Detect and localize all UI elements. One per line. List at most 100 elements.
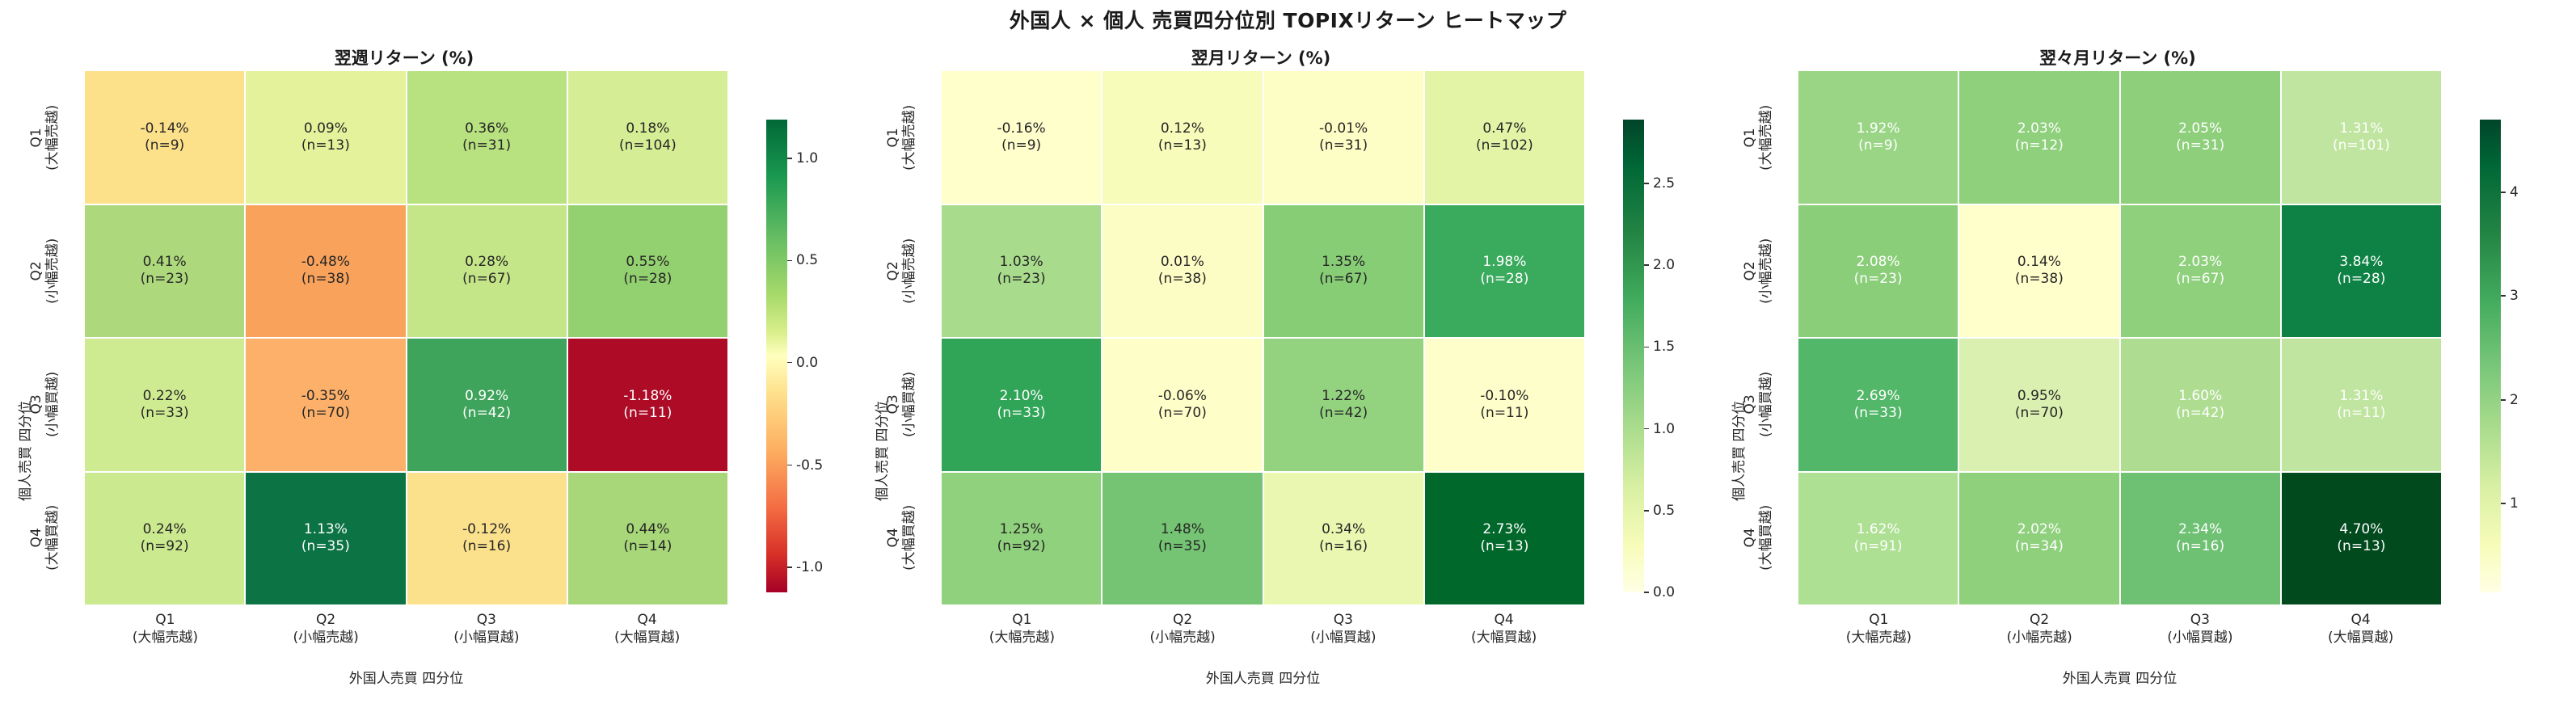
y-tick-sub: (小幅買越) bbox=[901, 371, 918, 438]
heatmap-cell[interactable]: 1.03% (n=23) bbox=[942, 204, 1102, 337]
heatmap-cell[interactable]: 2.73% (n=13) bbox=[1424, 472, 1584, 604]
y-tick-label: Q2 (小幅売越) bbox=[16, 204, 85, 338]
heatmap-cell[interactable]: 1.48% (n=35) bbox=[1102, 472, 1263, 604]
heatmap-cell[interactable]: 0.12% (n=13) bbox=[1102, 71, 1263, 204]
colorbar-tick: 2.0 bbox=[1644, 257, 1675, 273]
cell-value: 1.62% bbox=[1856, 521, 1900, 537]
cell-value: 0.22% bbox=[142, 387, 187, 404]
heatmap-cell[interactable]: 2.02% (n=34) bbox=[1959, 472, 2119, 604]
tick-dash-icon bbox=[787, 566, 792, 568]
colorbar-tick: 0.0 bbox=[787, 355, 818, 371]
heatmap-cell[interactable]: 2.03% (n=67) bbox=[2120, 204, 2280, 337]
heatmap-cell[interactable]: 0.41% (n=23) bbox=[85, 204, 245, 337]
heatmap-cell[interactable]: 0.24% (n=92) bbox=[85, 472, 245, 604]
heatmap-cell[interactable]: 0.18% (n=104) bbox=[567, 71, 727, 204]
tick-text: -0.5 bbox=[796, 457, 824, 474]
y-tick-label: Q4 (大幅買越) bbox=[16, 471, 85, 604]
heatmap-cell[interactable]: 1.35% (n=67) bbox=[1263, 204, 1423, 337]
x-tick-sub: (大幅売越) bbox=[1845, 630, 1912, 647]
heatmap-cell[interactable]: -0.14% (n=9) bbox=[85, 71, 245, 204]
colorbar-tick: 1.0 bbox=[787, 150, 818, 166]
cell-value: -0.01% bbox=[1319, 120, 1368, 137]
heatmap-cell[interactable]: 2.34% (n=16) bbox=[2120, 472, 2280, 604]
colorbar-tick: 1.5 bbox=[1644, 339, 1675, 355]
cell-value: 2.05% bbox=[2178, 120, 2223, 137]
y-tick-labels: Q1 (大幅売越) Q2 (小幅売越) Q3 (小幅買越) Q4 (大幅買越) bbox=[16, 71, 85, 604]
heatmap-cell[interactable]: 0.95% (n=70) bbox=[1959, 339, 2119, 471]
heatmap-cell[interactable]: 0.34% (n=16) bbox=[1263, 472, 1423, 604]
tick-dash-icon bbox=[1644, 183, 1649, 184]
colorbar-tick: 1 bbox=[2501, 495, 2519, 512]
tick-dash-icon bbox=[787, 259, 792, 262]
y-tick-sub: (大幅売越) bbox=[44, 104, 61, 171]
heatmap-cell[interactable]: 0.44% (n=14) bbox=[567, 472, 727, 604]
cell-value: 1.03% bbox=[999, 254, 1043, 270]
heatmap-cell[interactable]: 2.03% (n=12) bbox=[1959, 71, 2119, 204]
heatmap-cell[interactable]: 1.13% (n=35) bbox=[246, 472, 406, 604]
cell-count: (n=92) bbox=[997, 538, 1046, 555]
heatmap-cell[interactable]: 0.28% (n=67) bbox=[407, 204, 567, 337]
heatmap-cell[interactable]: -0.35% (n=70) bbox=[246, 339, 406, 471]
tick-text: 1.0 bbox=[796, 150, 819, 166]
y-tick-sub: (大幅売越) bbox=[1758, 104, 1775, 171]
y-tick-sub: (小幅買越) bbox=[44, 371, 61, 438]
tick-dash-icon bbox=[1644, 346, 1649, 348]
heatmap-cell[interactable]: 0.36% (n=31) bbox=[407, 71, 567, 204]
panel-title: 翌週リターン (%) bbox=[334, 48, 474, 68]
x-axis-title: 外国人売買 四分位 bbox=[348, 671, 464, 687]
heatmap-cell[interactable]: 2.05% (n=31) bbox=[2120, 71, 2280, 204]
heatmap-cell[interactable]: 1.92% (n=9) bbox=[1798, 71, 1958, 204]
cell-value: 0.18% bbox=[626, 120, 670, 137]
cell-value: -0.48% bbox=[301, 254, 350, 270]
cell-value: 3.84% bbox=[2339, 254, 2384, 270]
heatmap-cell[interactable]: 4.70% (n=13) bbox=[2281, 472, 2441, 604]
heatmap-cell[interactable]: 0.14% (n=38) bbox=[1959, 204, 2119, 337]
heatmap-cell[interactable]: -0.48% (n=38) bbox=[246, 204, 406, 337]
heatmap-cell[interactable]: 1.22% (n=42) bbox=[1263, 339, 1423, 471]
cell-count: (n=33) bbox=[1853, 404, 1903, 421]
heatmap-cell[interactable]: 2.08% (n=23) bbox=[1798, 204, 1958, 337]
heatmap-cell[interactable]: 1.62% (n=91) bbox=[1798, 472, 1958, 604]
heatmap-cell[interactable]: 1.98% (n=28) bbox=[1424, 204, 1584, 337]
heatmap-cell[interactable]: 0.55% (n=28) bbox=[567, 204, 727, 337]
cell-value: 2.03% bbox=[2178, 254, 2223, 270]
x-axis-title: 外国人売買 四分位 bbox=[1205, 671, 1321, 687]
heatmap-cell[interactable]: 0.47% (n=102) bbox=[1424, 71, 1584, 204]
cell-count: (n=11) bbox=[1480, 404, 1529, 421]
heatmap-cell[interactable]: 1.31% (n=101) bbox=[2281, 71, 2441, 204]
cell-value: -0.12% bbox=[462, 521, 512, 537]
heatmap-cell[interactable]: -0.10% (n=11) bbox=[1424, 339, 1584, 471]
cell-value: 1.25% bbox=[999, 521, 1043, 537]
cell-value: 2.03% bbox=[2017, 120, 2061, 137]
heatmap-cell[interactable]: 1.31% (n=11) bbox=[2281, 339, 2441, 471]
colorbar-tick: 3 bbox=[2501, 288, 2519, 304]
cell-value: 1.60% bbox=[2178, 387, 2223, 404]
heatmap-cell[interactable]: -0.01% (n=31) bbox=[1263, 71, 1423, 204]
y-tick-sub: (大幅売越) bbox=[901, 104, 918, 171]
heatmap-cell[interactable]: -0.12% (n=16) bbox=[407, 472, 567, 604]
heatmap-cell[interactable]: 0.01% (n=38) bbox=[1102, 204, 1263, 337]
heatmap-cell[interactable]: -0.16% (n=9) bbox=[942, 71, 1102, 204]
heatmap-cell[interactable]: 3.84% (n=28) bbox=[2281, 204, 2441, 337]
heatmap-grid: -0.14% (n=9) 0.09% (n=13) 0.36% (n=31) 0.18… bbox=[85, 71, 727, 604]
heatmap-cell[interactable]: 0.22% (n=33) bbox=[85, 339, 245, 471]
colorbar-ticks: 1.0 0.5 0.0 -0.5 -1.0 bbox=[787, 120, 852, 592]
heatmap-cell[interactable]: 1.25% (n=92) bbox=[942, 472, 1102, 604]
y-tick-label: Q1 (大幅売越) bbox=[873, 71, 942, 204]
x-tick-label: Q3 (小幅買越) bbox=[407, 611, 567, 647]
y-tick-label: Q3 (小幅買越) bbox=[1730, 338, 1798, 471]
y-tick-label: Q2 (小幅売越) bbox=[1730, 204, 1798, 338]
heatmap-cell[interactable]: 1.60% (n=42) bbox=[2120, 339, 2280, 471]
heatmap-cell[interactable]: 0.09% (n=13) bbox=[246, 71, 406, 204]
heatmap-cell[interactable]: 0.92% (n=42) bbox=[407, 339, 567, 471]
heatmap-cell[interactable]: -1.18% (n=11) bbox=[567, 339, 727, 471]
heatmap-cell[interactable]: 2.10% (n=33) bbox=[942, 339, 1102, 471]
x-tick-labels: Q1 (大幅売越) Q2 (小幅売越) Q3 (小幅買越) Q4 (大幅買越) bbox=[942, 611, 1584, 647]
heatmap-grid: 1.92% (n=9) 2.03% (n=12) 2.05% (n=31) 1.31%… bbox=[1798, 71, 2441, 604]
tick-dash-icon bbox=[2501, 399, 2506, 401]
heatmap-cell[interactable]: -0.06% (n=70) bbox=[1102, 339, 1263, 471]
cell-count: (n=28) bbox=[2337, 271, 2386, 288]
cell-value: 0.55% bbox=[626, 254, 670, 270]
heatmap-cell[interactable]: 2.69% (n=33) bbox=[1798, 339, 1958, 471]
